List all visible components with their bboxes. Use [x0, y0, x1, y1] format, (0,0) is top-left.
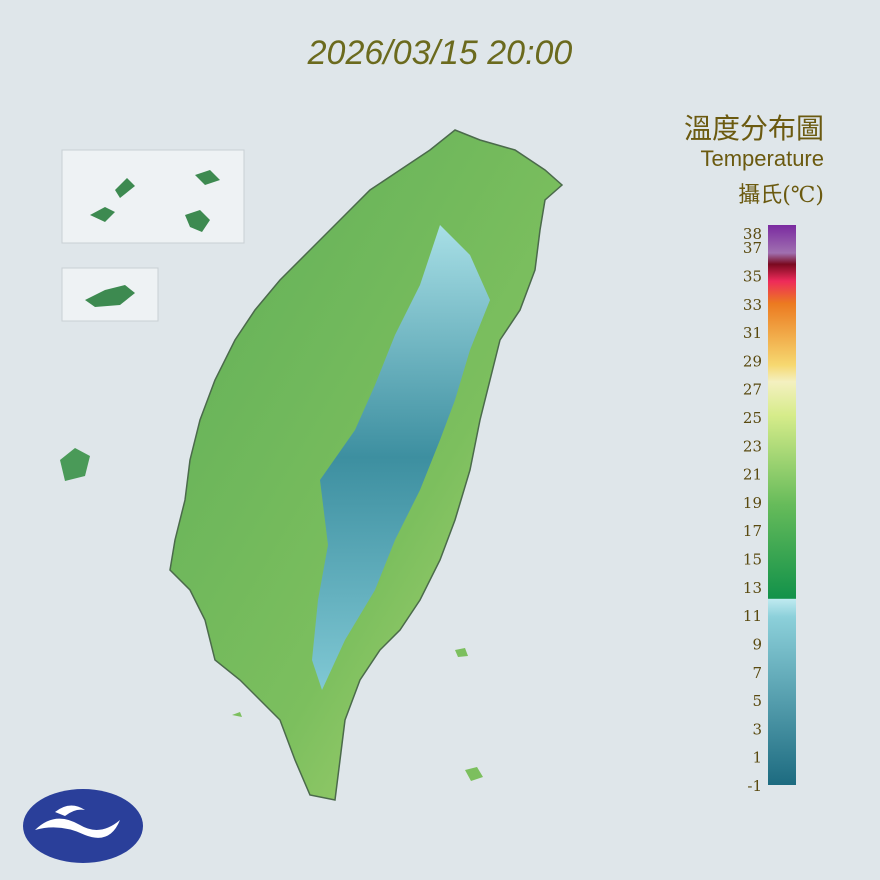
legend-unit: 攝氏(℃) — [738, 183, 824, 208]
legend-tick: 9 — [752, 635, 762, 653]
penghu — [60, 448, 90, 481]
legend-tick: 7 — [752, 664, 762, 682]
inset-islands — [85, 285, 135, 307]
inset-islands — [90, 170, 220, 232]
legend-tick: 37 — [743, 239, 762, 257]
legend-tick: 15 — [743, 551, 762, 569]
legend-tick: 5 — [752, 692, 762, 710]
legend-tick: 31 — [743, 324, 762, 342]
legend-tick: 38 — [743, 225, 762, 243]
legend-tick: 1 — [752, 749, 762, 767]
legend-tick: 21 — [743, 466, 762, 484]
legend-tick: 13 — [743, 579, 762, 597]
legend-tick: 17 — [743, 522, 762, 540]
timestamp: 2026/03/15 20:00 — [307, 34, 573, 72]
legend-tick: 33 — [743, 296, 762, 314]
legend-tick: 11 — [743, 607, 762, 625]
legend-tick: 35 — [743, 267, 762, 285]
color-bar — [768, 225, 796, 785]
legend-tick: 29 — [743, 352, 762, 370]
legend-tick: 3 — [752, 720, 762, 738]
legend-tick: 25 — [743, 409, 762, 427]
inset-box — [61, 149, 245, 244]
logo — [23, 789, 143, 863]
mountain-range — [312, 225, 490, 690]
logo-mark — [35, 805, 120, 838]
legend-tick: 23 — [743, 437, 762, 455]
legend-tick: 27 — [743, 381, 762, 399]
legend-tick: 19 — [743, 494, 762, 512]
legend-tick: -1 — [747, 777, 762, 795]
legend-subtitle: Temperature — [700, 146, 824, 171]
legend-title: 溫度分布圖 — [684, 112, 824, 145]
